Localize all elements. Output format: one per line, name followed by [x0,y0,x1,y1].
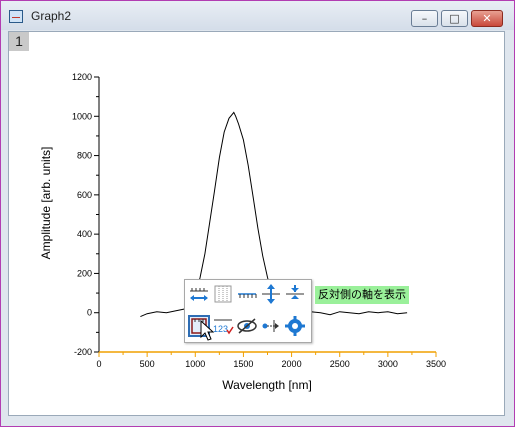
x-tick-label: 1000 [185,359,205,369]
axis-break-button[interactable] [284,283,306,305]
x-tick-label: 2000 [282,359,302,369]
x-tick-label: 3000 [378,359,398,369]
axis-break-icon [286,285,304,299]
title-bar[interactable]: Graph2 – □ ✕ [1,1,514,30]
layer-tab[interactable]: 1 [9,32,29,51]
axis-scale-button[interactable] [188,283,210,305]
tick-labels-button[interactable] [236,283,258,305]
y-tick-label: 1200 [72,72,92,82]
hide-axis-icon [237,318,257,334]
x-axis-title[interactable]: Wavelength [nm] [222,378,312,392]
tick-labels-icon [238,293,257,298]
x-tick-label: 2500 [330,359,350,369]
axis-settings-button[interactable] [284,315,306,337]
x-tick-label: 1500 [233,359,253,369]
minimize-icon: – [421,12,428,25]
axis-settings-icon [285,316,305,336]
y-tick-label: 600 [77,190,92,200]
y-tick-label: 1000 [72,111,92,121]
y-tick-label: 0 [87,308,92,318]
axis-offset-button[interactable] [260,283,282,305]
tooltip: 反対側の軸を表示 [315,286,409,304]
x-tick-label: 3500 [426,359,446,369]
y-axis-title[interactable]: Amplitude [arb. units] [39,147,53,260]
y-tick-label: 200 [77,268,92,278]
hide-axis-button[interactable] [236,315,258,337]
maximize-button[interactable]: □ [441,10,468,27]
axis-reference-icon [262,320,279,332]
y-tick-label: 800 [77,151,92,161]
x-tick-label: 0 [96,359,101,369]
axis-offset-icon [262,284,280,304]
x-tick-label: 500 [140,359,155,369]
tick-label-format-button[interactable]: 123 [212,315,234,337]
y-tick-label: 400 [77,229,92,239]
minimize-button[interactable]: – [411,10,438,27]
tick-label-format-icon: 123 [213,319,234,335]
window-title: Graph2 [31,9,72,23]
axis-reference-button[interactable] [260,315,282,337]
maximize-icon: □ [449,12,460,25]
close-icon: ✕ [482,12,492,25]
close-button[interactable]: ✕ [471,10,503,27]
grid-lines-button[interactable] [212,283,234,305]
mouse-cursor-icon [200,320,215,341]
axis-scale-icon [190,288,208,301]
graph-window-icon [9,10,23,23]
y-tick-label: -200 [74,347,92,357]
grid-lines-icon [214,285,232,303]
svg-text:123: 123 [213,324,228,334]
axis-mini-toolbar: 123 [184,279,312,343]
